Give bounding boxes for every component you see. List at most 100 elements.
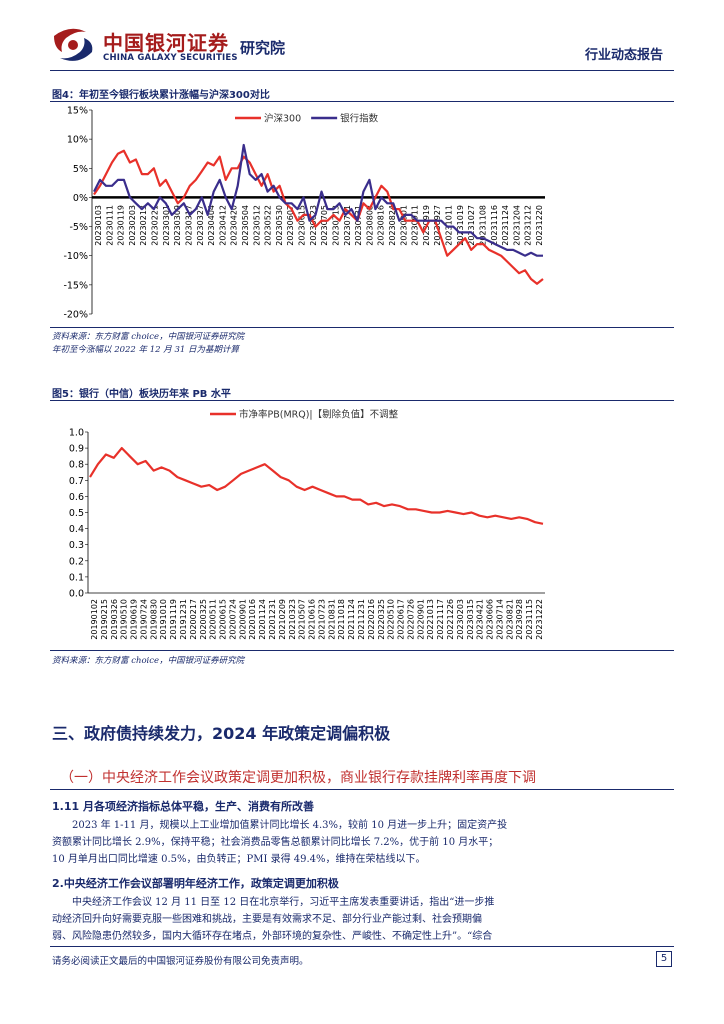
x-tick-label: 20220325: [377, 599, 386, 640]
x-tick-label: 20211018: [337, 599, 346, 640]
footer-divider: [50, 946, 674, 947]
x-tick-label: 20230421: [476, 599, 485, 640]
heading-economic-work-conference: 2.中央经济工作会议部署明年经济工作，政策定调更加积极: [52, 877, 339, 890]
x-tick-label: 20231124: [501, 205, 510, 246]
figure4-top-rule: [50, 101, 674, 102]
paragraph-line: 资额累计同比增长 2.9%，保持平稳；社会消费品零售总额累计同比增长 7.2%，…: [52, 837, 499, 848]
x-tick-label: 20210209: [278, 599, 287, 640]
x-tick-label: 20210831: [327, 599, 336, 640]
y-tick-label: 0.1: [69, 572, 84, 583]
x-tick-label: 20231212: [524, 205, 533, 246]
y-tick-label: 0.7: [69, 476, 84, 487]
x-tick-label: 20230607: [286, 205, 295, 246]
x-tick-label: 20190102: [90, 599, 99, 640]
x-tick-label: 20191231: [179, 599, 188, 640]
institute-label: 研究院: [240, 39, 286, 57]
paragraph-economic-indicators: 2023 年 1-11 月，规模以上工业增加值累计同比增长 4.3%，较前 10…: [52, 817, 672, 868]
x-tick-label: 20230522: [264, 205, 273, 246]
x-tick-label: 20230606: [486, 599, 495, 640]
x-tick-label: 20230317: [184, 205, 193, 246]
x-tick-label: 20211231: [357, 599, 366, 640]
x-tick-label: 20230816: [377, 205, 386, 246]
x-tick-label: 20231204: [512, 205, 521, 246]
x-tick-label: 20190619: [130, 599, 139, 640]
y-tick-label: 15%: [67, 106, 88, 117]
x-tick-label: 20220726: [406, 599, 415, 640]
figure5-source: 资料来源：东方财富 choice，中国银河证券研究院: [52, 656, 245, 666]
x-tick-label: 20230615: [298, 205, 307, 246]
y-tick-label: 1.0: [69, 428, 84, 439]
x-tick-label: 20230623: [309, 205, 318, 246]
x-tick-label: 20210616: [308, 599, 317, 640]
header-divider: [50, 70, 674, 71]
figure5-chart: 1.0 0.9 0.8 0.7 0.6 0.5 0.4 0.3 0.2 0.1 0.0 2019010…: [69, 409, 545, 640]
legend-label: 市净率PB(MRQ)|【剔除负值】不调整: [239, 409, 399, 421]
logo-chinese-text: 中国银河证券: [103, 31, 229, 55]
x-tick-label: 20190830: [149, 599, 158, 640]
x-tick-label: 20211124: [347, 599, 356, 640]
section-subtitle: （一）中央经济工作会议政策定调更加积极，商业银行存款挂牌利率再度下调: [60, 770, 536, 786]
x-tick-label: 20231019: [456, 205, 465, 246]
x-tick-label: 20230911: [411, 205, 420, 246]
x-tick-label: 20230821: [505, 599, 514, 640]
x-tick-label: 20230705: [320, 205, 329, 246]
x-tick-label: 20230301: [162, 205, 171, 246]
x-tick-label: 20230315: [466, 599, 475, 640]
x-tick-label: 20191010: [159, 599, 168, 640]
y-tick-label: 0.6: [69, 492, 84, 503]
legend-label: 银行指数: [340, 113, 379, 125]
x-tick-label: 20230103: [94, 205, 103, 246]
x-tick-label: 20230504: [241, 205, 250, 246]
y-tick-label: 5%: [73, 164, 88, 175]
y-tick-label: 0.5: [69, 508, 84, 519]
figure4-chart: 15%10%5%0%-5%-10%-15%-20%20230103 2023011…: [63, 106, 545, 321]
series-line-1: [93, 149, 544, 285]
x-tick-label: 20201231: [268, 599, 277, 640]
x-tick-label: 20200901: [238, 599, 247, 640]
figure4-source: 资料来源：东方财富 choice，中国银河证券研究院: [52, 332, 245, 342]
x-tick-label: 20231115: [525, 599, 534, 640]
x-tick-label: 20220901: [416, 599, 425, 640]
x-tick-label: 20230327: [196, 205, 205, 246]
figure4-title: 图4：年初至今银行板块累计涨幅与沪深300对比: [52, 90, 270, 101]
galaxy-logo-icon: [54, 28, 93, 61]
figure5-bottom-rule: [50, 650, 674, 651]
x-tick-label: 20231027: [467, 205, 476, 246]
x-tick-label: 20190510: [120, 599, 129, 640]
x-tick-label: 20230721: [343, 205, 352, 246]
x-tick-label: 20200615: [219, 599, 228, 640]
x-tick-label: 20201124: [258, 599, 267, 640]
x-tick-label: 20191119: [169, 599, 178, 640]
x-tick-label: 20231116: [490, 205, 499, 246]
legend-label: 沪深300: [264, 113, 301, 125]
x-tick-label: 20221226: [446, 599, 455, 640]
x-tick-label: 20221117: [436, 599, 445, 640]
x-tick-label: 20230808: [365, 205, 374, 246]
x-tick-label: 20230203: [128, 205, 137, 246]
x-tick-label: 20230901: [399, 205, 408, 246]
x-tick-label: 20230731: [354, 205, 363, 246]
x-tick-label: 20231222: [535, 599, 544, 640]
paragraph-line: 动经济回升向好需要克服一些困难和挑战，主要是有效需求不足、部分行业产能过剩、社会…: [52, 914, 482, 925]
x-tick-label: 20231011: [445, 205, 454, 246]
subtitle-divider: [50, 789, 674, 790]
y-tick-label: 0.4: [69, 524, 84, 535]
x-tick-label: 20200325: [199, 599, 208, 640]
x-tick-label: 20230412: [218, 205, 227, 246]
x-tick-label: 20230119: [117, 205, 126, 246]
x-tick-label: 20230713: [331, 205, 340, 246]
y-tick-label: -15%: [63, 280, 88, 291]
x-tick-label: 20210507: [298, 599, 307, 640]
x-tick-label: 20230714: [495, 599, 504, 640]
x-tick-label: 20230309: [173, 205, 182, 246]
page-number: 5: [656, 951, 672, 967]
y-tick-label: 0.2: [69, 556, 84, 567]
y-tick-label: -20%: [63, 310, 88, 321]
y-tick-label: 0%: [73, 193, 88, 204]
x-tick-label: 20230824: [388, 205, 397, 246]
y-tick-label: 10%: [67, 135, 88, 146]
y-tick-label: -10%: [63, 251, 88, 262]
paragraph-economic-work-conference: 中央经济工作会议 12 月 11 日至 12 日在北京举行，习近平主席发表重要讲…: [52, 894, 672, 945]
y-tick-label: 0.8: [69, 460, 84, 471]
x-tick-label: 20220510: [387, 599, 396, 640]
